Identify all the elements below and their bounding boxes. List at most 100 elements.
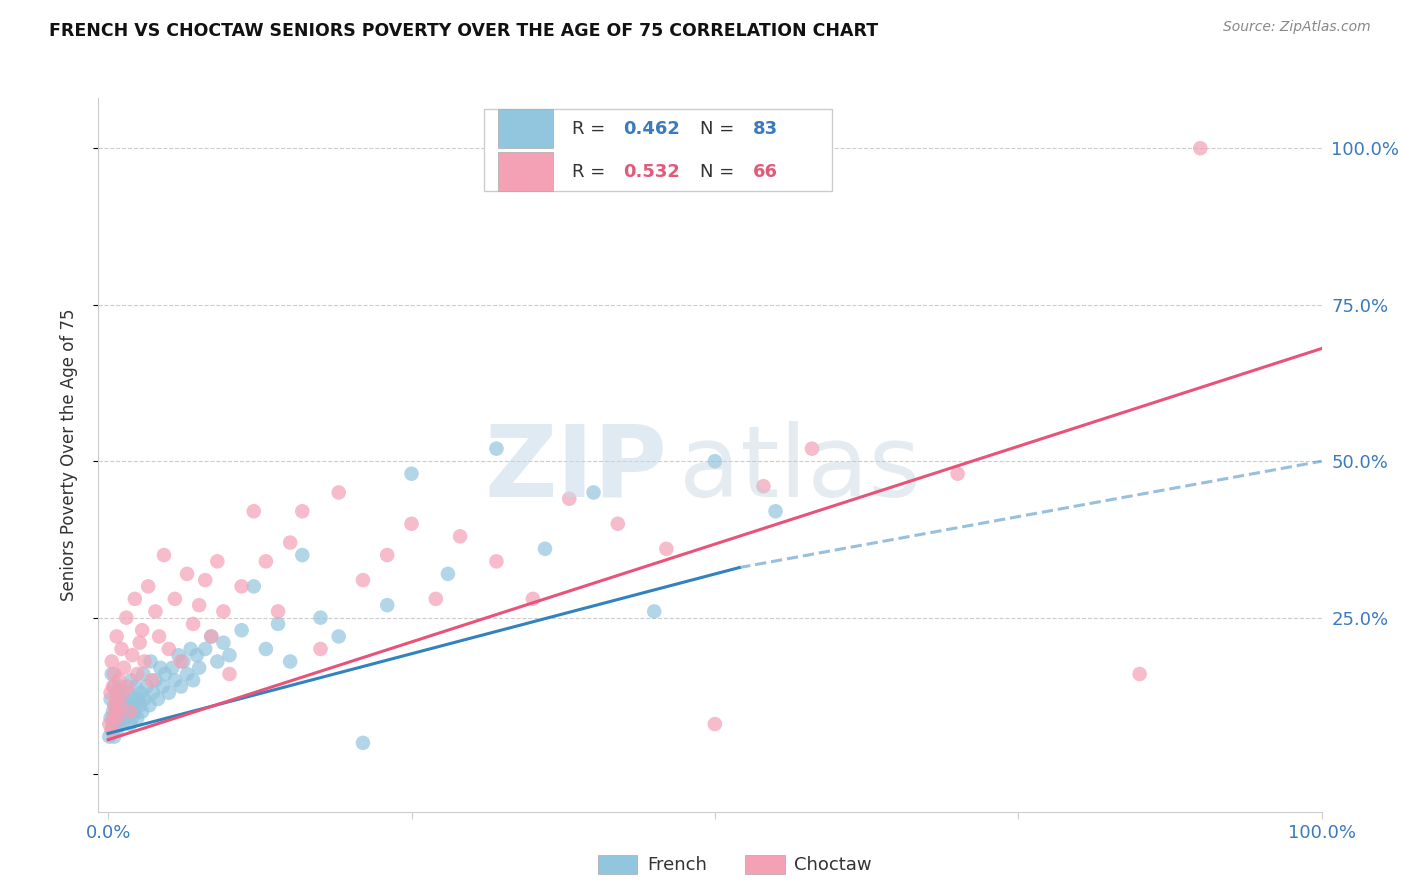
Point bbox=[291, 504, 314, 518]
Point bbox=[111, 686, 134, 700]
Point bbox=[107, 692, 129, 706]
FancyBboxPatch shape bbox=[484, 109, 832, 191]
Point bbox=[375, 548, 398, 562]
Point bbox=[267, 616, 290, 631]
Point bbox=[110, 698, 132, 713]
Point bbox=[111, 717, 134, 731]
Text: R =: R = bbox=[572, 120, 610, 137]
Point bbox=[121, 711, 143, 725]
Point bbox=[181, 616, 204, 631]
Point bbox=[115, 610, 138, 624]
Point bbox=[254, 554, 277, 568]
Point bbox=[124, 705, 146, 719]
Point bbox=[167, 648, 190, 663]
Point bbox=[117, 686, 139, 700]
Point bbox=[207, 554, 229, 568]
Point bbox=[101, 705, 124, 719]
Point bbox=[148, 630, 170, 644]
Text: FRENCH VS CHOCTAW SENIORS POVERTY OVER THE AGE OF 75 CORRELATION CHART: FRENCH VS CHOCTAW SENIORS POVERTY OVER T… bbox=[49, 22, 879, 40]
Point bbox=[103, 698, 125, 713]
Point bbox=[138, 698, 160, 713]
Point bbox=[108, 698, 131, 713]
Point bbox=[194, 642, 217, 657]
Point bbox=[100, 667, 122, 681]
Point bbox=[522, 591, 544, 606]
Text: 0.532: 0.532 bbox=[623, 162, 681, 180]
Point bbox=[558, 491, 581, 506]
Point bbox=[231, 623, 253, 637]
Point bbox=[163, 591, 186, 606]
Point bbox=[124, 591, 146, 606]
Point bbox=[105, 686, 128, 700]
Point bbox=[194, 573, 217, 587]
Point bbox=[127, 711, 149, 725]
Point bbox=[141, 673, 163, 688]
Point bbox=[170, 655, 193, 669]
Point bbox=[129, 686, 152, 700]
Point bbox=[212, 604, 235, 618]
Point bbox=[291, 548, 314, 562]
Point bbox=[200, 630, 222, 644]
Point bbox=[703, 454, 725, 468]
Point bbox=[242, 504, 264, 518]
Point bbox=[212, 636, 235, 650]
Point bbox=[188, 661, 211, 675]
Point bbox=[114, 711, 136, 725]
Point bbox=[120, 673, 142, 688]
Point bbox=[103, 730, 125, 744]
Point bbox=[449, 529, 471, 543]
Point bbox=[108, 673, 131, 688]
Point bbox=[110, 711, 132, 725]
Point bbox=[101, 717, 124, 731]
Point bbox=[112, 692, 135, 706]
Point bbox=[170, 680, 193, 694]
Point bbox=[801, 442, 824, 456]
Point bbox=[655, 541, 678, 556]
Point bbox=[181, 673, 204, 688]
Point bbox=[145, 673, 167, 688]
Point bbox=[101, 711, 124, 725]
Point bbox=[231, 579, 253, 593]
Point bbox=[534, 541, 557, 556]
Point bbox=[110, 705, 132, 719]
Point bbox=[104, 705, 127, 719]
Point bbox=[328, 485, 350, 500]
Point bbox=[136, 579, 159, 593]
Point bbox=[172, 655, 194, 669]
Point bbox=[352, 573, 374, 587]
Point bbox=[186, 648, 208, 663]
Point bbox=[112, 661, 135, 675]
Point bbox=[218, 667, 240, 681]
Point bbox=[328, 630, 350, 644]
Point bbox=[765, 504, 787, 518]
Point bbox=[125, 680, 148, 694]
Point bbox=[401, 467, 423, 481]
Point bbox=[100, 686, 122, 700]
Point bbox=[162, 661, 184, 675]
Point bbox=[1129, 667, 1152, 681]
Point bbox=[425, 591, 447, 606]
Point bbox=[128, 636, 150, 650]
Point bbox=[437, 566, 460, 581]
Point bbox=[254, 642, 277, 657]
Point bbox=[643, 604, 665, 618]
Point bbox=[352, 736, 374, 750]
Point bbox=[107, 711, 129, 725]
FancyBboxPatch shape bbox=[498, 109, 554, 148]
Point bbox=[110, 680, 132, 694]
Point bbox=[375, 598, 398, 612]
Point bbox=[485, 442, 508, 456]
Point bbox=[101, 680, 124, 694]
Point bbox=[606, 516, 628, 531]
Point bbox=[703, 717, 725, 731]
Point bbox=[104, 698, 127, 713]
Point bbox=[131, 705, 153, 719]
Point bbox=[146, 692, 169, 706]
Point bbox=[267, 604, 290, 618]
Text: atlas: atlas bbox=[679, 421, 921, 517]
Text: 0.462: 0.462 bbox=[623, 120, 681, 137]
Text: 83: 83 bbox=[752, 120, 778, 137]
Point bbox=[157, 642, 180, 657]
Point bbox=[136, 680, 159, 694]
Point bbox=[309, 610, 332, 624]
